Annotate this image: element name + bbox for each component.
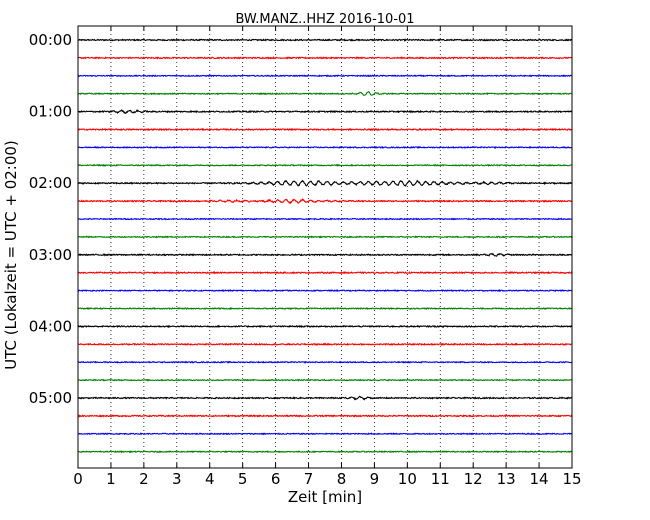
y-tick-label: 05:00 bbox=[29, 389, 72, 407]
x-tick-label: 13 bbox=[497, 470, 516, 488]
trace-0400 bbox=[77, 324, 573, 329]
x-ticks: 0 1 2 3 4 5 6 7 8 9 10 11 12 13 14 15 bbox=[73, 26, 582, 488]
x-tick-label: 12 bbox=[464, 470, 483, 488]
y-tick-label: 02:00 bbox=[29, 174, 72, 192]
y-tick-label: 04:00 bbox=[29, 317, 72, 335]
x-tick-label: 1 bbox=[106, 470, 116, 488]
trace-0430 bbox=[77, 360, 573, 364]
x-tick-label: 11 bbox=[431, 470, 450, 488]
trace-0230 bbox=[77, 217, 573, 221]
trace-0300 bbox=[77, 252, 573, 257]
trace-0545 bbox=[77, 450, 573, 454]
x-tick-label: 3 bbox=[172, 470, 182, 488]
trace-0515 bbox=[77, 414, 573, 418]
y-tick-label: 03:00 bbox=[29, 246, 72, 264]
trace-0445 bbox=[77, 378, 573, 382]
x-tick-label: 15 bbox=[562, 470, 581, 488]
grid-layer bbox=[110, 26, 540, 468]
trace-0245 bbox=[77, 235, 573, 239]
trace-0100 bbox=[77, 109, 573, 115]
x-tick-label: 6 bbox=[271, 470, 281, 488]
y-tick-label: 01:00 bbox=[29, 103, 72, 121]
trace-0500 bbox=[77, 395, 573, 401]
x-tick-label: 10 bbox=[398, 470, 417, 488]
trace-0115 bbox=[77, 127, 573, 132]
x-tick-label: 0 bbox=[73, 470, 83, 488]
trace-0415 bbox=[77, 342, 573, 347]
trace-0200 bbox=[77, 179, 573, 187]
trace-0000 bbox=[77, 38, 573, 42]
x-tick-label: 8 bbox=[337, 470, 347, 488]
y-ticks: 00:00 01:00 02:00 03:00 04:00 05:00 bbox=[29, 31, 572, 407]
trace-0130 bbox=[77, 145, 573, 149]
trace-0345 bbox=[77, 306, 573, 311]
x-tick-label: 5 bbox=[238, 470, 248, 488]
y-axis-label: UTC (Lokalzeit = UTC + 02:00) bbox=[2, 140, 20, 370]
trace-layer bbox=[77, 38, 573, 454]
x-tick-label: 4 bbox=[205, 470, 215, 488]
x-tick-label: 2 bbox=[139, 470, 149, 488]
trace-0315 bbox=[77, 270, 573, 275]
trace-0330 bbox=[77, 288, 573, 293]
x-tick-label: 14 bbox=[530, 470, 549, 488]
trace-0030 bbox=[77, 74, 573, 78]
y-tick-label: 00:00 bbox=[29, 31, 72, 49]
x-tick-label: 7 bbox=[304, 470, 314, 488]
trace-0145 bbox=[77, 163, 573, 167]
chart-title: BW.MANZ..HHZ 2016-10-01 bbox=[235, 12, 415, 27]
trace-0215 bbox=[77, 198, 573, 205]
trace-0530 bbox=[77, 432, 573, 436]
trace-0015 bbox=[77, 56, 573, 60]
x-tick-label: 9 bbox=[370, 470, 380, 488]
plot-frame bbox=[77, 25, 573, 469]
x-axis-label: Zeit [min] bbox=[287, 488, 363, 506]
trace-0045 bbox=[77, 91, 573, 96]
